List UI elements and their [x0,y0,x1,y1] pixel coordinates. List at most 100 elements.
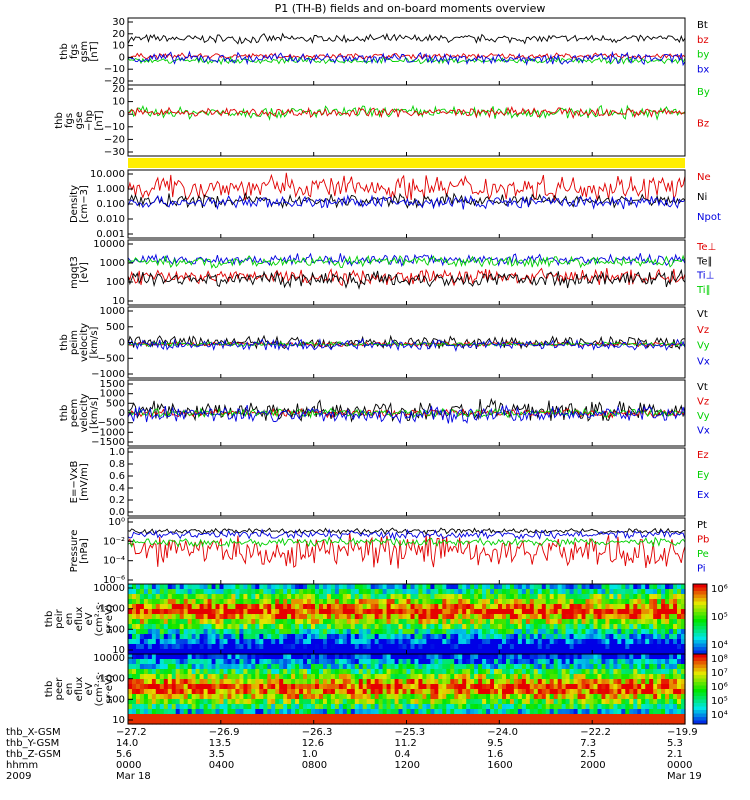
ephemeris-table: thb_X-GSMthb_Y-GSMthb_Z-GSMhhmm2009−27.2… [6,727,702,782]
heatmap-cell [239,664,244,670]
heatmap-cell [223,629,229,635]
heatmap-cell [263,684,268,690]
heatmap-cell [235,624,240,630]
heatmap-cell [466,694,471,700]
heatmap-cell [315,669,320,675]
heatmap-cell [418,614,423,620]
heatmap-cell [581,624,587,630]
heatmap-cell [307,654,312,660]
heatmap-cell [677,659,682,665]
heatmap-cell [533,584,539,590]
heatmap-cell [561,674,567,680]
heatmap-cell [537,694,543,700]
heatmap-cell [151,679,157,685]
heatmap-cell [653,634,658,640]
heatmap-cell [597,619,603,625]
heatmap-cell [303,619,308,625]
heatmap-cell [279,719,284,725]
heatmap-cell [362,704,368,710]
heatmap-cell [541,609,547,615]
heatmap-cell [633,639,638,645]
heatmap-cell [470,719,475,725]
heatmap-cell [323,714,328,720]
heatmap-cell [593,684,599,690]
heatmap-cell [350,669,356,675]
heatmap-cell [203,704,209,710]
heatmap-cell [235,684,240,690]
heatmap-cell [171,634,177,640]
heatmap-cell [132,624,137,630]
heatmap-cell [227,639,233,645]
heatmap-cell [132,609,137,615]
heatmap-cell [382,599,388,605]
heatmap-cell [569,609,575,615]
heatmap-cell [509,689,515,695]
heatmap-cell [155,639,161,645]
heatmap-cell [569,594,575,600]
heatmap-cell [295,599,300,605]
heatmap-cell [179,664,185,670]
heatmap-cell [506,649,511,655]
heatmap-cell [486,689,491,695]
heatmap-cell [147,634,153,640]
heatmap-cell [267,674,272,680]
heatmap-cell [275,689,280,695]
heatmap-cell [569,679,575,685]
heatmap-cell [139,619,145,625]
heatmap-cell [653,599,658,605]
heatmap-cell [541,624,547,630]
heatmap-cell [342,674,348,680]
heatmap-cell [155,629,161,635]
heatmap-cell [438,644,443,650]
heatmap-cell [569,634,575,640]
heatmap-cell [267,594,272,600]
heatmap-cell [187,664,193,670]
heatmap-cell [326,679,332,685]
y-tick-label: 10 [112,645,125,656]
heatmap-cell [661,584,666,590]
heatmap-cell [175,659,181,665]
heatmap-cell [303,659,308,665]
heatmap-cell [338,594,344,600]
heatmap-cell [450,689,455,695]
heatmap-cell [561,599,567,605]
heatmap-cell [482,654,487,660]
heatmap-cell [537,629,543,635]
heatmap-cell [613,639,618,645]
heatmap-cell [422,669,427,675]
heatmap-cell [597,614,603,620]
heatmap-cell [581,599,587,605]
heatmap-cell [219,664,225,670]
heatmap-cell [621,659,626,665]
heatmap-cell [299,594,304,600]
heatmap-cell [513,624,519,630]
heatmap-cell [657,609,662,615]
heatmap-cell [529,669,535,675]
heatmap-cell [207,694,213,700]
heatmap-cell [585,709,591,715]
heatmap-cell [378,699,384,705]
heatmap-cell [565,589,571,595]
heatmap-cell [609,659,614,665]
heatmap-cell [569,669,575,675]
colorbar-segment [693,591,707,595]
heatmap-cell [541,674,547,680]
heatmap-cell [629,704,634,710]
heatmap-cell [187,604,193,610]
heatmap-cell [366,699,372,705]
heatmap-cell [330,669,336,675]
heatmap-cell [621,599,626,605]
heatmap-cell [394,639,400,645]
y-tick-label: 10000 [93,583,125,594]
y-axis-label-line: en [64,613,75,626]
heatmap-cell [159,689,165,695]
heatmap-cell [665,699,670,705]
heatmap-cell [370,704,376,710]
heatmap-cell [128,719,133,725]
heatmap-cell [167,709,173,715]
heatmap-cell [486,644,491,650]
heatmap-cell [366,624,372,630]
heatmap-cell [227,659,233,665]
heatmap-cell [561,629,567,635]
heatmap-cell [175,704,181,710]
